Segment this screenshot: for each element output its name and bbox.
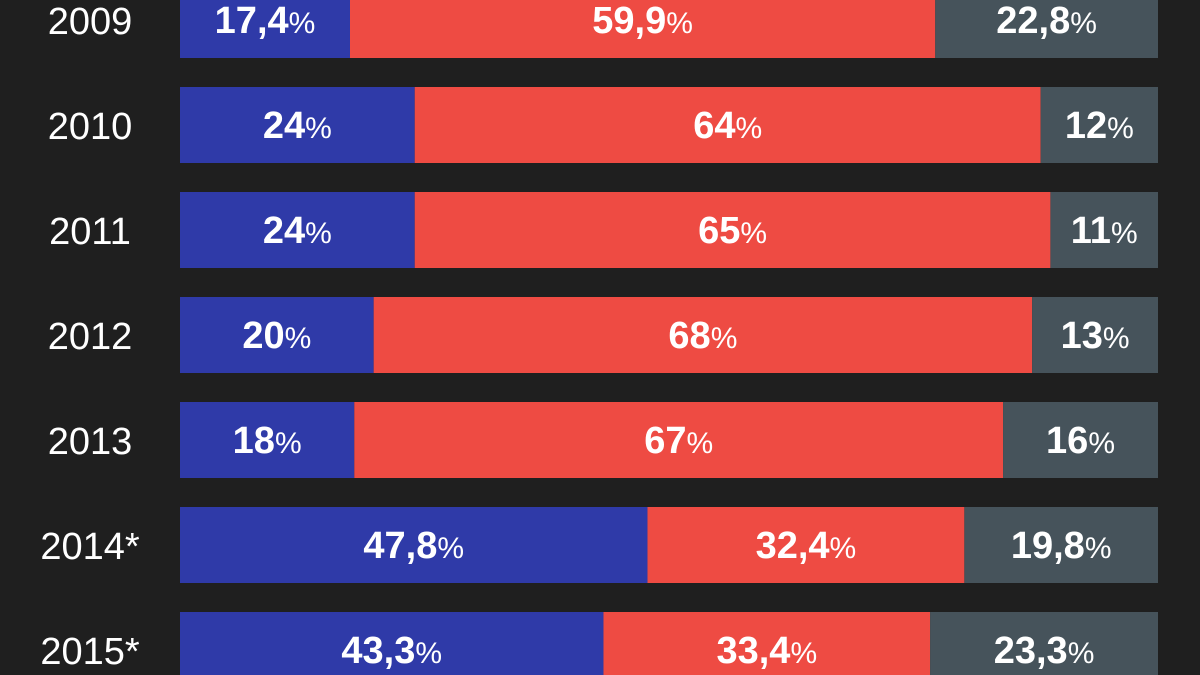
bar-segment-3 bbox=[930, 612, 1158, 675]
bar-segment-2 bbox=[354, 402, 1004, 478]
year-label: 2010 bbox=[48, 106, 133, 148]
data-label: 43,3% bbox=[341, 630, 442, 672]
data-label: 17,4% bbox=[215, 0, 316, 42]
year-label: 2014* bbox=[40, 526, 140, 568]
data-label: 32,4% bbox=[756, 525, 857, 567]
year-label: 2011 bbox=[49, 211, 131, 253]
data-label: 11% bbox=[1071, 210, 1138, 252]
bar-segment-3 bbox=[1003, 402, 1158, 478]
bar-segment-3 bbox=[935, 0, 1158, 58]
bar-segment-1 bbox=[180, 297, 374, 373]
data-label: 59,9% bbox=[592, 0, 693, 42]
year-label: 2013 bbox=[48, 421, 133, 463]
data-label: 16% bbox=[1046, 420, 1115, 462]
bar-segment-1 bbox=[180, 192, 415, 268]
bar-segment-1 bbox=[180, 507, 648, 583]
data-label: 23,3% bbox=[994, 630, 1095, 672]
data-label: 64% bbox=[693, 105, 762, 147]
bar-segment-1 bbox=[180, 402, 355, 478]
year-label: 2012 bbox=[48, 316, 133, 358]
data-label: 67% bbox=[644, 420, 713, 462]
year-label: 2015* bbox=[40, 631, 140, 673]
bar-segment-3 bbox=[1040, 87, 1158, 163]
data-label: 19,8% bbox=[1011, 525, 1112, 567]
data-label: 12% bbox=[1065, 105, 1134, 147]
bar-segment-2 bbox=[373, 297, 1033, 373]
bar-segment-3 bbox=[1032, 297, 1158, 373]
data-label: 24% bbox=[263, 105, 332, 147]
bar-segment-3 bbox=[964, 507, 1158, 583]
bar-segment-2 bbox=[647, 507, 965, 583]
year-label: 2009 bbox=[48, 1, 133, 43]
data-label: 13% bbox=[1061, 315, 1130, 357]
data-label: 68% bbox=[668, 315, 737, 357]
bar-segment-2 bbox=[414, 87, 1041, 163]
data-label: 47,8% bbox=[363, 525, 464, 567]
bar-segment-1 bbox=[180, 0, 351, 58]
bar-segment-3 bbox=[1050, 192, 1158, 268]
data-label: 24% bbox=[263, 210, 332, 252]
data-label: 33,4% bbox=[716, 630, 817, 672]
data-label: 22,8% bbox=[996, 0, 1097, 42]
data-label: 18% bbox=[233, 420, 302, 462]
bar-segment-1 bbox=[180, 87, 415, 163]
bar-segment-2 bbox=[603, 612, 931, 675]
bar-segment-1 bbox=[180, 612, 604, 675]
data-label: 20% bbox=[242, 315, 311, 357]
data-label: 65% bbox=[698, 210, 767, 252]
bar-segment-2 bbox=[350, 0, 936, 58]
bar-segment-2 bbox=[414, 192, 1051, 268]
